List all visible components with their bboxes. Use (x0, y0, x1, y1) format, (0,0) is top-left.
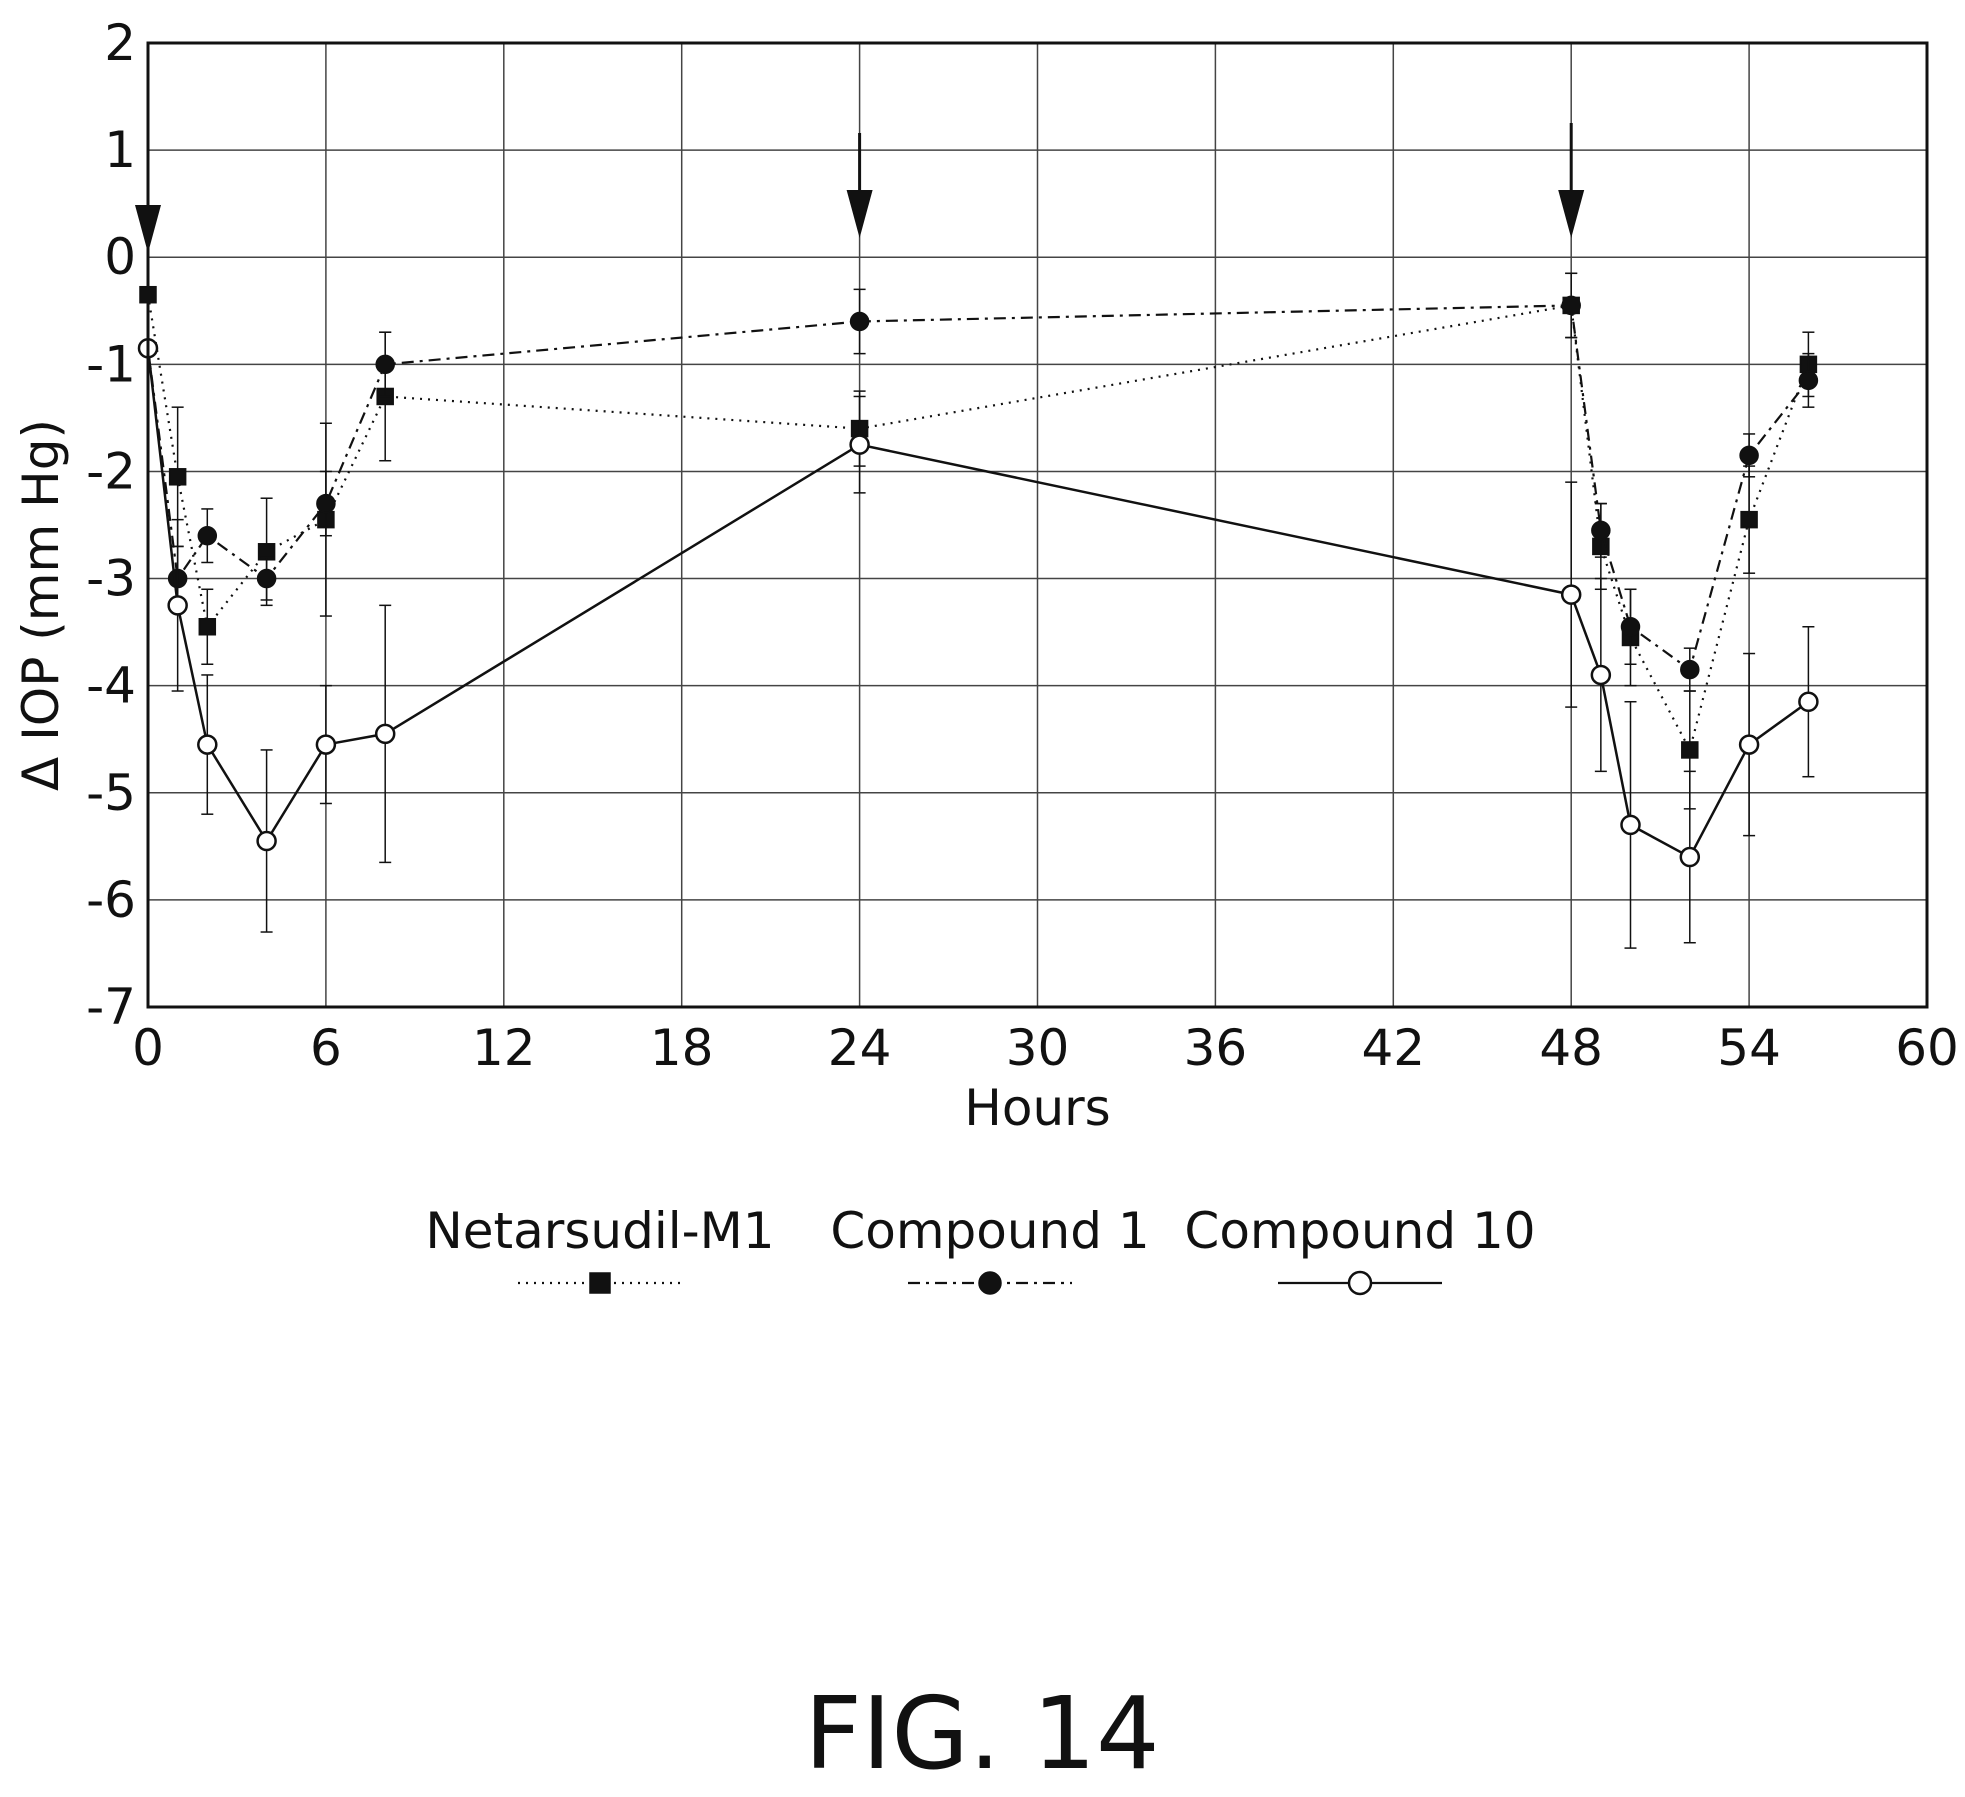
y-tick-label: -3 (86, 550, 136, 608)
series-compound-10 (137, 338, 1819, 949)
x-tick-label: 54 (1717, 1019, 1781, 1077)
data-point (1739, 445, 1759, 466)
data-point (256, 830, 277, 852)
x-tick-label: 0 (132, 1019, 164, 1077)
y-tick-label: -2 (86, 442, 136, 500)
data-point (1561, 295, 1581, 316)
dosing-arrow-head (1558, 190, 1585, 238)
y-tick-label: -4 (86, 657, 136, 715)
data-point (1740, 510, 1758, 529)
legend-label: Compound 1 (830, 1202, 1149, 1260)
data-point (197, 525, 218, 546)
x-tick-label: 48 (1539, 1019, 1603, 1077)
series-compound-1 (138, 272, 1819, 692)
legend-item: Netarsudil-M1 (425, 1202, 775, 1294)
series-line (146, 304, 1810, 672)
data-point (1798, 370, 1819, 391)
data-point (1590, 664, 1612, 686)
data-point (1738, 734, 1760, 755)
legend-marker (1347, 1270, 1373, 1296)
x-tick-label: 60 (1895, 1019, 1959, 1077)
legend-label: Netarsudil-M1 (425, 1202, 774, 1260)
x-tick-label: 24 (828, 1019, 892, 1077)
data-point (167, 595, 188, 616)
series-layer (137, 272, 1819, 949)
data-point (1620, 617, 1641, 637)
series-line (146, 294, 1810, 753)
x-tick-label: 42 (1361, 1019, 1425, 1077)
data-point (1681, 741, 1699, 759)
x-tick-label: 36 (1184, 1019, 1248, 1077)
y-tick-label: 1 (104, 121, 136, 179)
legend: Netarsudil-M1 Compound 1 Compound 10 (425, 1202, 1536, 1296)
y-axis-label: Δ IOP (mm Hg) (12, 419, 70, 791)
y-tick-label: 0 (104, 228, 136, 286)
data-point (1591, 520, 1611, 541)
figure-label: FIG. 14 (804, 1675, 1159, 1792)
data-point (1680, 659, 1700, 680)
data-point (256, 568, 277, 589)
x-axis-label: Hours (964, 1079, 1110, 1137)
legend-marker (589, 1272, 611, 1294)
dosing-arrow-head (846, 190, 873, 238)
grid (147, 42, 1928, 1008)
y-tick-label: -6 (86, 871, 136, 929)
x-tick-label: 30 (1006, 1019, 1070, 1077)
legend-item: Compound 10 (1184, 1202, 1536, 1296)
series-line (146, 348, 1810, 859)
plot-frame (146, 41, 1929, 1009)
data-point (315, 734, 337, 755)
data-point (1620, 814, 1641, 836)
data-point (1798, 691, 1819, 712)
data-point (1560, 584, 1582, 605)
y-tick-label: -1 (86, 335, 136, 393)
data-point (168, 468, 187, 486)
tick-labels: 0 6 12 18 24 30 36 42 48 54 60 2 1 0 -1 -2 -3 -4 -5 -6 -7 (86, 14, 1959, 1077)
legend-label: Compound 10 (1184, 1202, 1535, 1260)
legend-item: Compound 1 (830, 1202, 1150, 1295)
data-point (374, 723, 396, 745)
data-point (197, 734, 218, 755)
data-point (316, 493, 336, 514)
data-point (849, 434, 870, 455)
data-point (1679, 846, 1701, 868)
data-point (198, 618, 217, 636)
x-tick-label: 6 (310, 1019, 342, 1077)
y-tick-label: -7 (86, 978, 136, 1036)
x-tick-label: 18 (650, 1019, 714, 1077)
data-point (375, 354, 395, 375)
y-tick-label: -5 (86, 764, 136, 822)
legend-marker (978, 1271, 1002, 1295)
x-tick-label: 12 (472, 1019, 536, 1077)
y-tick-label: 2 (104, 14, 136, 72)
data-point (849, 311, 870, 332)
